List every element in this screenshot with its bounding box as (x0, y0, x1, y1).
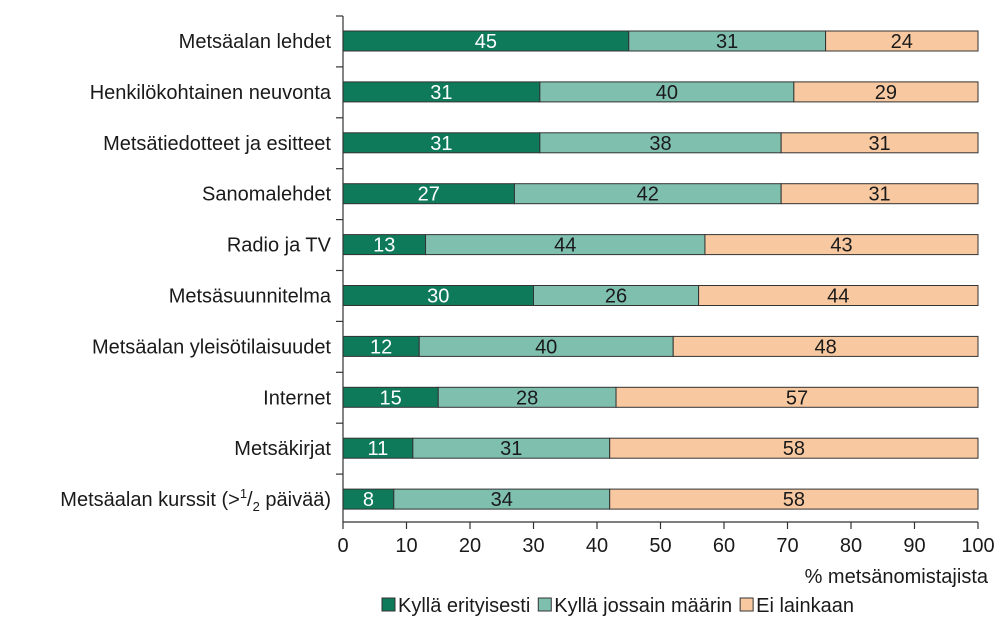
category-label-metsasuunnitelma: Metsäsuunnitelma (169, 286, 332, 308)
value-label-metsasuunnitelma-kylla-erityisesti: 30 (427, 286, 449, 308)
x-tick-label-80: 80 (840, 535, 862, 557)
category-label-metsaalan-yleisotilaisuudet: Metsäalan yleisötilaisuudet (92, 336, 331, 358)
bar-metsasuunnitelma-ei-lainkaan (698, 285, 979, 306)
value-label-metsaalan-lehdet-ei-lainkaan: 24 (891, 31, 913, 53)
bar-metsaalan-kurssit-1-2-paivaa-ei-lainkaan (609, 488, 979, 510)
value-label-metsaalan-kurssit-1-2-paivaa-ei-lainkaan: 58 (783, 489, 805, 511)
legend-label-kylla-erityisesti: Kyllä erityisesti (398, 595, 530, 617)
x-tick-label-90: 90 (903, 535, 925, 557)
x-tick-label-100: 100 (961, 535, 994, 557)
value-label-radio-ja-tv-kylla-jossain-maarin: 44 (554, 235, 576, 257)
value-label-metsatiedotteet-ja-esitteet-kylla-erityisesti: 31 (430, 133, 452, 155)
category-label-internet: Internet (263, 387, 331, 409)
bar-metsaalan-yleisotilaisuudet-ei-lainkaan (672, 335, 979, 357)
bar-internet-ei-lainkaan (615, 386, 979, 408)
bar-radio-ja-tv-ei-lainkaan (704, 234, 979, 256)
legend-swatch-kylla-jossain-maarin (537, 597, 552, 612)
category-label-metsaalan-kurssit-1-2-paivaa: Metsäalan kurssit (>1/2 päivää) (60, 486, 331, 514)
axis-layer: 0 10 20 30 40 50 60 70 80 90 100 % metsänomistajist… (336, 15, 995, 588)
x-tick-label-50: 50 (649, 535, 671, 557)
value-label-sanomalehdet-kylla-jossain-maarin: 42 (637, 184, 659, 206)
legend: Kyllä erityisesti Kyllä jossain määrin Ei … (381, 595, 854, 617)
value-label-metsasuunnitelma-ei-lainkaan: 44 (827, 286, 849, 308)
value-label-metsakirjat-kylla-erityisesti: 11 (368, 438, 389, 460)
category-label-radio-ja-tv: Radio ja TV (227, 235, 332, 257)
bar-metsakirjat-ei-lainkaan (609, 437, 979, 459)
value-label-metsakirjat-kylla-jossain-maarin: 31 (500, 438, 522, 460)
x-tick-label-70: 70 (776, 535, 798, 557)
value-label-radio-ja-tv-ei-lainkaan: 43 (830, 235, 852, 257)
value-label-metsaalan-yleisotilaisuudet-ei-lainkaan: 48 (814, 336, 836, 358)
value-label-radio-ja-tv-kylla-erityisesti: 13 (373, 235, 395, 257)
value-label-henkilokohtainen-neuvonta-ei-lainkaan: 29 (875, 82, 897, 104)
value-label-henkilokohtainen-neuvonta-kylla-jossain-maarin: 40 (656, 82, 678, 104)
x-tick-label-10: 10 (395, 535, 417, 557)
x-tick-label-40: 40 (586, 535, 608, 557)
value-label-metsaalan-yleisotilaisuudet-kylla-jossain-maarin: 40 (535, 336, 557, 358)
category-label-henkilokohtainen-neuvonta: Henkilökohtainen neuvonta (90, 82, 332, 104)
legend-swatch-kylla-erityisesti (381, 597, 396, 612)
category-label-metsatiedotteet-ja-esitteet: Metsätiedotteet ja esitteet (103, 133, 331, 155)
bar-metsaalan-lehdet-ei-lainkaan (825, 30, 979, 52)
value-label-sanomalehdet-kylla-erityisesti: 27 (418, 184, 440, 206)
legend-label-kylla-jossain-maarin: Kyllä jossain määrin (554, 595, 732, 617)
value-label-internet-kylla-jossain-maarin: 28 (516, 387, 538, 409)
value-label-metsatiedotteet-ja-esitteet-ei-lainkaan: 31 (868, 133, 890, 155)
value-label-metsaalan-lehdet-kylla-jossain-maarin: 31 (716, 31, 738, 53)
labels-layer: 45 31 24 31 40 29 31 38 31 27 42 31 13 44 43 30 26 44 12 40… (60, 31, 913, 514)
x-axis-title: % metsänomistajista (805, 566, 989, 588)
x-tick-label-20: 20 (459, 535, 481, 557)
value-label-metsaalan-lehdet-kylla-erityisesti: 45 (475, 31, 497, 53)
category-label-metsakirjat: Metsäkirjat (234, 438, 331, 460)
value-label-metsakirjat-ei-lainkaan: 58 (783, 438, 805, 460)
value-label-metsaalan-kurssit-1-2-paivaa-kylla-erityisesti: 8 (363, 489, 374, 511)
bar-henkilokohtainen-neuvonta-ei-lainkaan (793, 81, 979, 103)
value-label-metsaalan-yleisotilaisuudet-kylla-erityisesti: 12 (370, 336, 392, 358)
value-label-metsasuunnitelma-kylla-jossain-maarin: 26 (605, 286, 627, 308)
x-tick-label-60: 60 (713, 535, 735, 557)
value-label-metsaalan-kurssit-1-2-paivaa-kylla-jossain-maarin: 34 (491, 489, 513, 511)
x-tick-label-30: 30 (522, 535, 544, 557)
value-label-internet-ei-lainkaan: 57 (786, 387, 808, 409)
value-label-metsatiedotteet-ja-esitteet-kylla-jossain-maarin: 38 (649, 133, 671, 155)
category-label-metsaalan-lehdet: Metsäalan lehdet (179, 31, 332, 53)
legend-label-ei-lainkaan: Ei lainkaan (756, 595, 854, 617)
value-label-sanomalehdet-ei-lainkaan: 31 (868, 184, 890, 206)
value-label-henkilokohtainen-neuvonta-kylla-erityisesti: 31 (430, 82, 452, 104)
x-tick-label-0: 0 (337, 535, 348, 557)
value-label-internet-kylla-erityisesti: 15 (380, 387, 402, 409)
bars-layer (342, 30, 979, 510)
bar-metsatiedotteet-ja-esitteet-ei-lainkaan (780, 132, 979, 154)
category-label-sanomalehdet: Sanomalehdet (202, 184, 331, 206)
legend-swatch-ei-lainkaan (739, 597, 754, 612)
bar-sanomalehdet-ei-lainkaan (780, 183, 979, 205)
